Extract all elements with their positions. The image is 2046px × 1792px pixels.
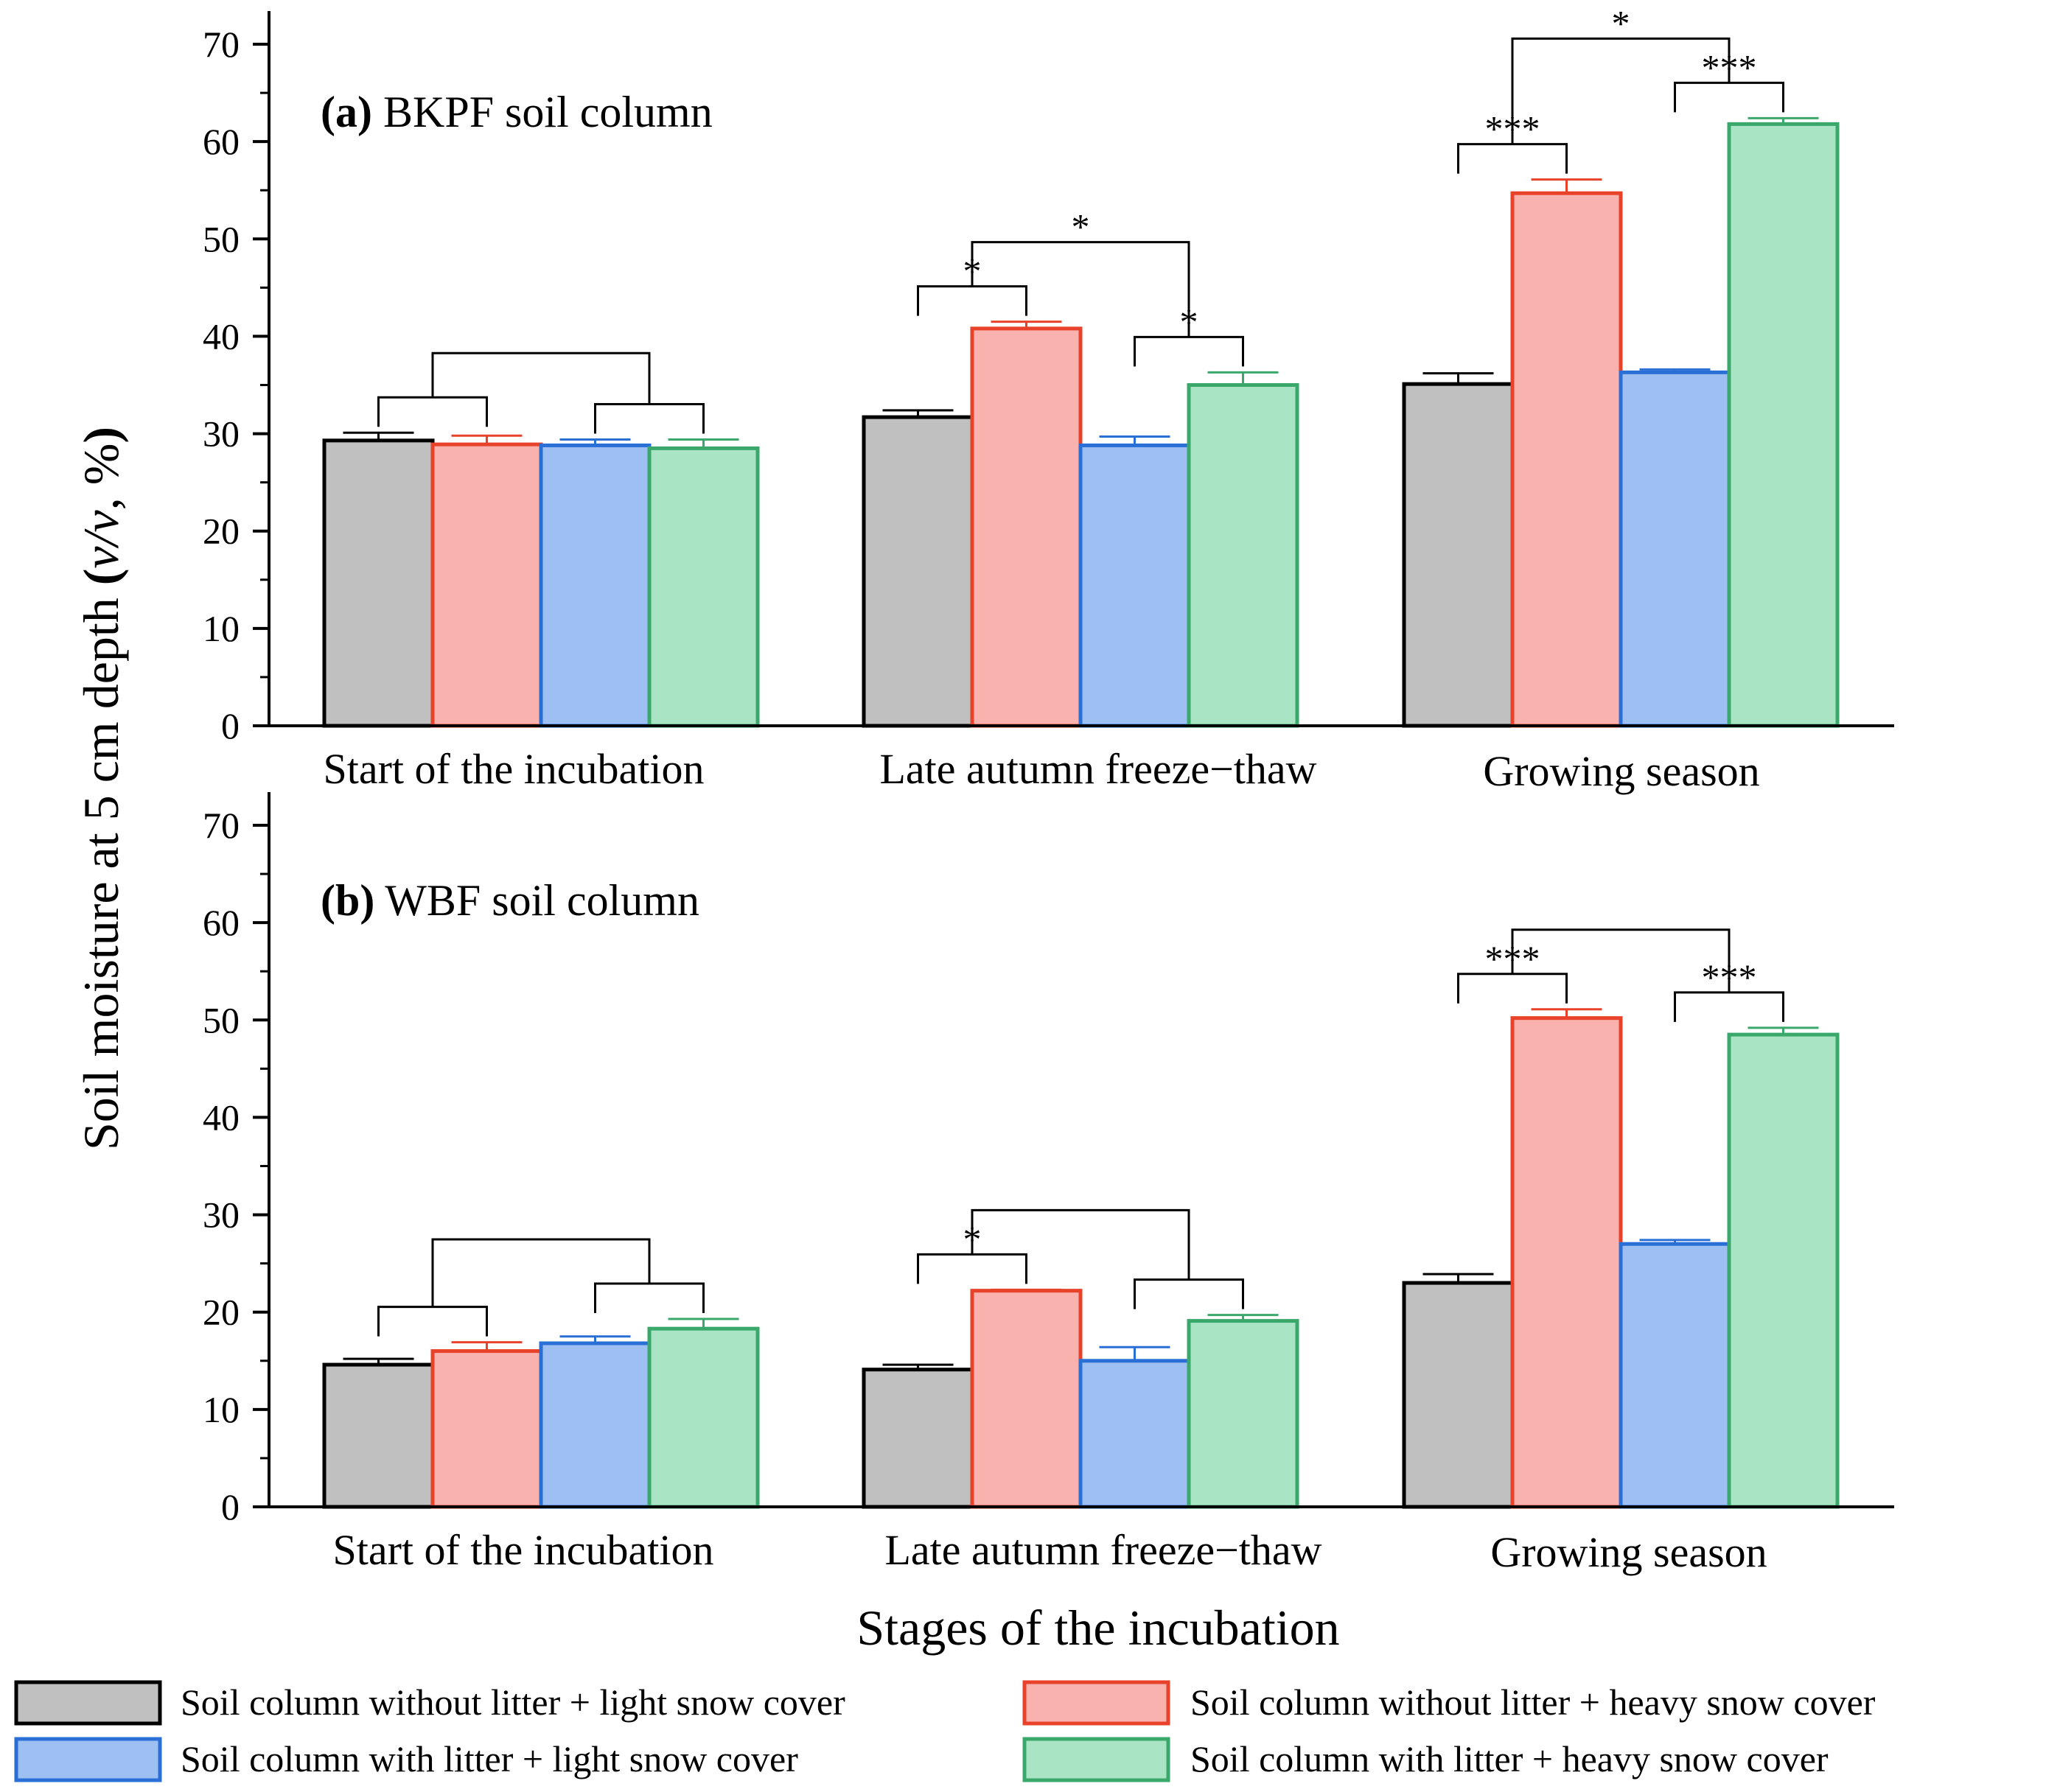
- significance-bracket: [1511, 37, 1731, 144]
- panel-b-category-label: Late autumn freeze−thaw: [884, 1526, 1321, 1574]
- significance-label: *: [1612, 2, 1630, 43]
- panel-b-bars: [322, 1016, 1840, 1509]
- bar: [1510, 1016, 1623, 1509]
- panel-b-y-axis: 0 10 20 30 40 50 60 70: [203, 792, 270, 1527]
- panel-b-category-label: Start of the incubation: [332, 1526, 713, 1574]
- significance-bracket: [431, 351, 651, 405]
- panel-a-category-labels: Start of the incubation Late autumn free…: [323, 745, 1759, 795]
- legend: Soil column without litter + light snow …: [14, 1680, 1876, 1782]
- bar: [1727, 1032, 1840, 1509]
- y-axis-title-unit: v/v: [73, 509, 129, 568]
- significance-bracket: [1674, 81, 1784, 113]
- y-tick-label: 10: [203, 608, 240, 649]
- bar: [862, 1368, 974, 1509]
- significance-bracket: [594, 1282, 705, 1313]
- legend-label-litter-heavy: Soil column with litter + heavy snow cov…: [1190, 1738, 1829, 1779]
- panel-b-brackets: **** ***: [377, 928, 1784, 1337]
- panel-a-title: (a) BKPF soil column: [321, 88, 713, 136]
- bar: [1187, 1319, 1299, 1509]
- bar: [647, 446, 760, 728]
- bar: [1402, 382, 1515, 728]
- panel-b-title-bold: (b): [321, 876, 374, 925]
- significance-bracket: [431, 1238, 651, 1307]
- panel-a-y-axis: 0 10 20 30 40 50 60 70: [203, 11, 270, 746]
- bar: [1727, 122, 1840, 728]
- significance-bracket: [1457, 143, 1568, 174]
- bar: [322, 1362, 435, 1509]
- y-tick-label: 70: [203, 805, 240, 846]
- y-axis-title-text: Soil moisture at 5 cm depth: [73, 585, 129, 1150]
- y-tick-label: 50: [203, 999, 240, 1040]
- y-tick-label: 40: [203, 1096, 240, 1138]
- y-tick-label: 60: [203, 121, 240, 162]
- significance-bracket: [1134, 1278, 1244, 1309]
- bar: [430, 1349, 543, 1509]
- significance-bracket: [1674, 991, 1784, 1022]
- panel-a-brackets: **********: [377, 2, 1784, 434]
- panel-b-category-labels: Start of the incubation Late autumn free…: [332, 1526, 1767, 1576]
- legend-swatch-no-litter-light: [14, 1680, 162, 1726]
- significance-bracket: [594, 403, 705, 434]
- y-tick-label: 70: [203, 24, 240, 65]
- bar: [430, 442, 543, 728]
- legend-swatch-litter-heavy: [1022, 1737, 1170, 1782]
- bar: [970, 326, 1083, 728]
- y-axis-title-sep: ,: [73, 485, 129, 510]
- bar: [1402, 1281, 1515, 1509]
- y-axis-title-percent: %: [73, 444, 129, 486]
- y-tick-label: 0: [221, 1486, 240, 1527]
- y-tick-label: 50: [203, 218, 240, 259]
- bar: [1187, 383, 1299, 728]
- panel-b-title: (b) WBF soil column: [321, 876, 699, 925]
- y-tick-label: 30: [203, 413, 240, 455]
- bar: [1078, 1359, 1191, 1509]
- bar: [1078, 443, 1191, 728]
- bar: [1619, 370, 1731, 728]
- significance-bracket: [971, 241, 1190, 337]
- significance-bracket: [1511, 928, 1731, 993]
- significance-bracket: [377, 1306, 488, 1337]
- significance-bracket: [377, 396, 488, 427]
- panel-a-title-rest: BKPF soil column: [372, 88, 713, 136]
- y-axis-title: Soil moisture at 5 cm depth (v/v, %): [73, 427, 129, 1150]
- bar: [322, 438, 435, 728]
- y-tick-label: 40: [203, 315, 240, 357]
- legend-label-no-litter-light: Soil column without litter + light snow …: [181, 1681, 845, 1723]
- significance-label: *: [1072, 206, 1090, 248]
- legend-label-no-litter-heavy: Soil column without litter + heavy snow …: [1190, 1681, 1876, 1723]
- y-tick-label: 0: [221, 705, 240, 746]
- y-axis-title-open: (: [73, 569, 129, 586]
- panel-b-category-label: Growing season: [1490, 1528, 1767, 1576]
- bar: [1510, 191, 1623, 728]
- y-tick-label: 30: [203, 1194, 240, 1236]
- bar: [539, 443, 652, 728]
- panel-a-category-label: Growing season: [1483, 747, 1759, 795]
- y-axis-title-close: ): [73, 427, 129, 444]
- x-axis-title: Stages of the incubation: [856, 1600, 1339, 1656]
- bar: [970, 1289, 1083, 1509]
- panel-b-title-rest: WBF soil column: [374, 876, 699, 925]
- legend-swatch-no-litter-heavy: [1022, 1680, 1170, 1726]
- y-tick-label: 20: [203, 511, 240, 552]
- panel-b: (b) WBF soil column **** *** 0 10 20 30 40 50 6…: [203, 792, 1894, 1576]
- y-tick-label: 60: [203, 902, 240, 943]
- bar: [647, 1326, 760, 1509]
- panel-a: (a) BKPF soil column ********** 01020304…: [203, 2, 1894, 795]
- panel-a-title-bold: (a): [321, 88, 372, 136]
- bar: [1619, 1242, 1731, 1509]
- bar: [539, 1341, 652, 1509]
- bar: [862, 415, 974, 728]
- legend-label-litter-light: Soil column with litter + light snow cov…: [181, 1738, 798, 1779]
- panel-a-bars: [322, 122, 1840, 728]
- panel-a-category-label: Start of the incubation: [323, 745, 704, 793]
- significance-bracket: [971, 1208, 1190, 1280]
- y-tick-label: 20: [203, 1292, 240, 1333]
- legend-swatch-litter-light: [14, 1737, 162, 1782]
- panel-a-category-label: Late autumn freeze−thaw: [879, 745, 1316, 793]
- y-tick-label: 10: [203, 1389, 240, 1430]
